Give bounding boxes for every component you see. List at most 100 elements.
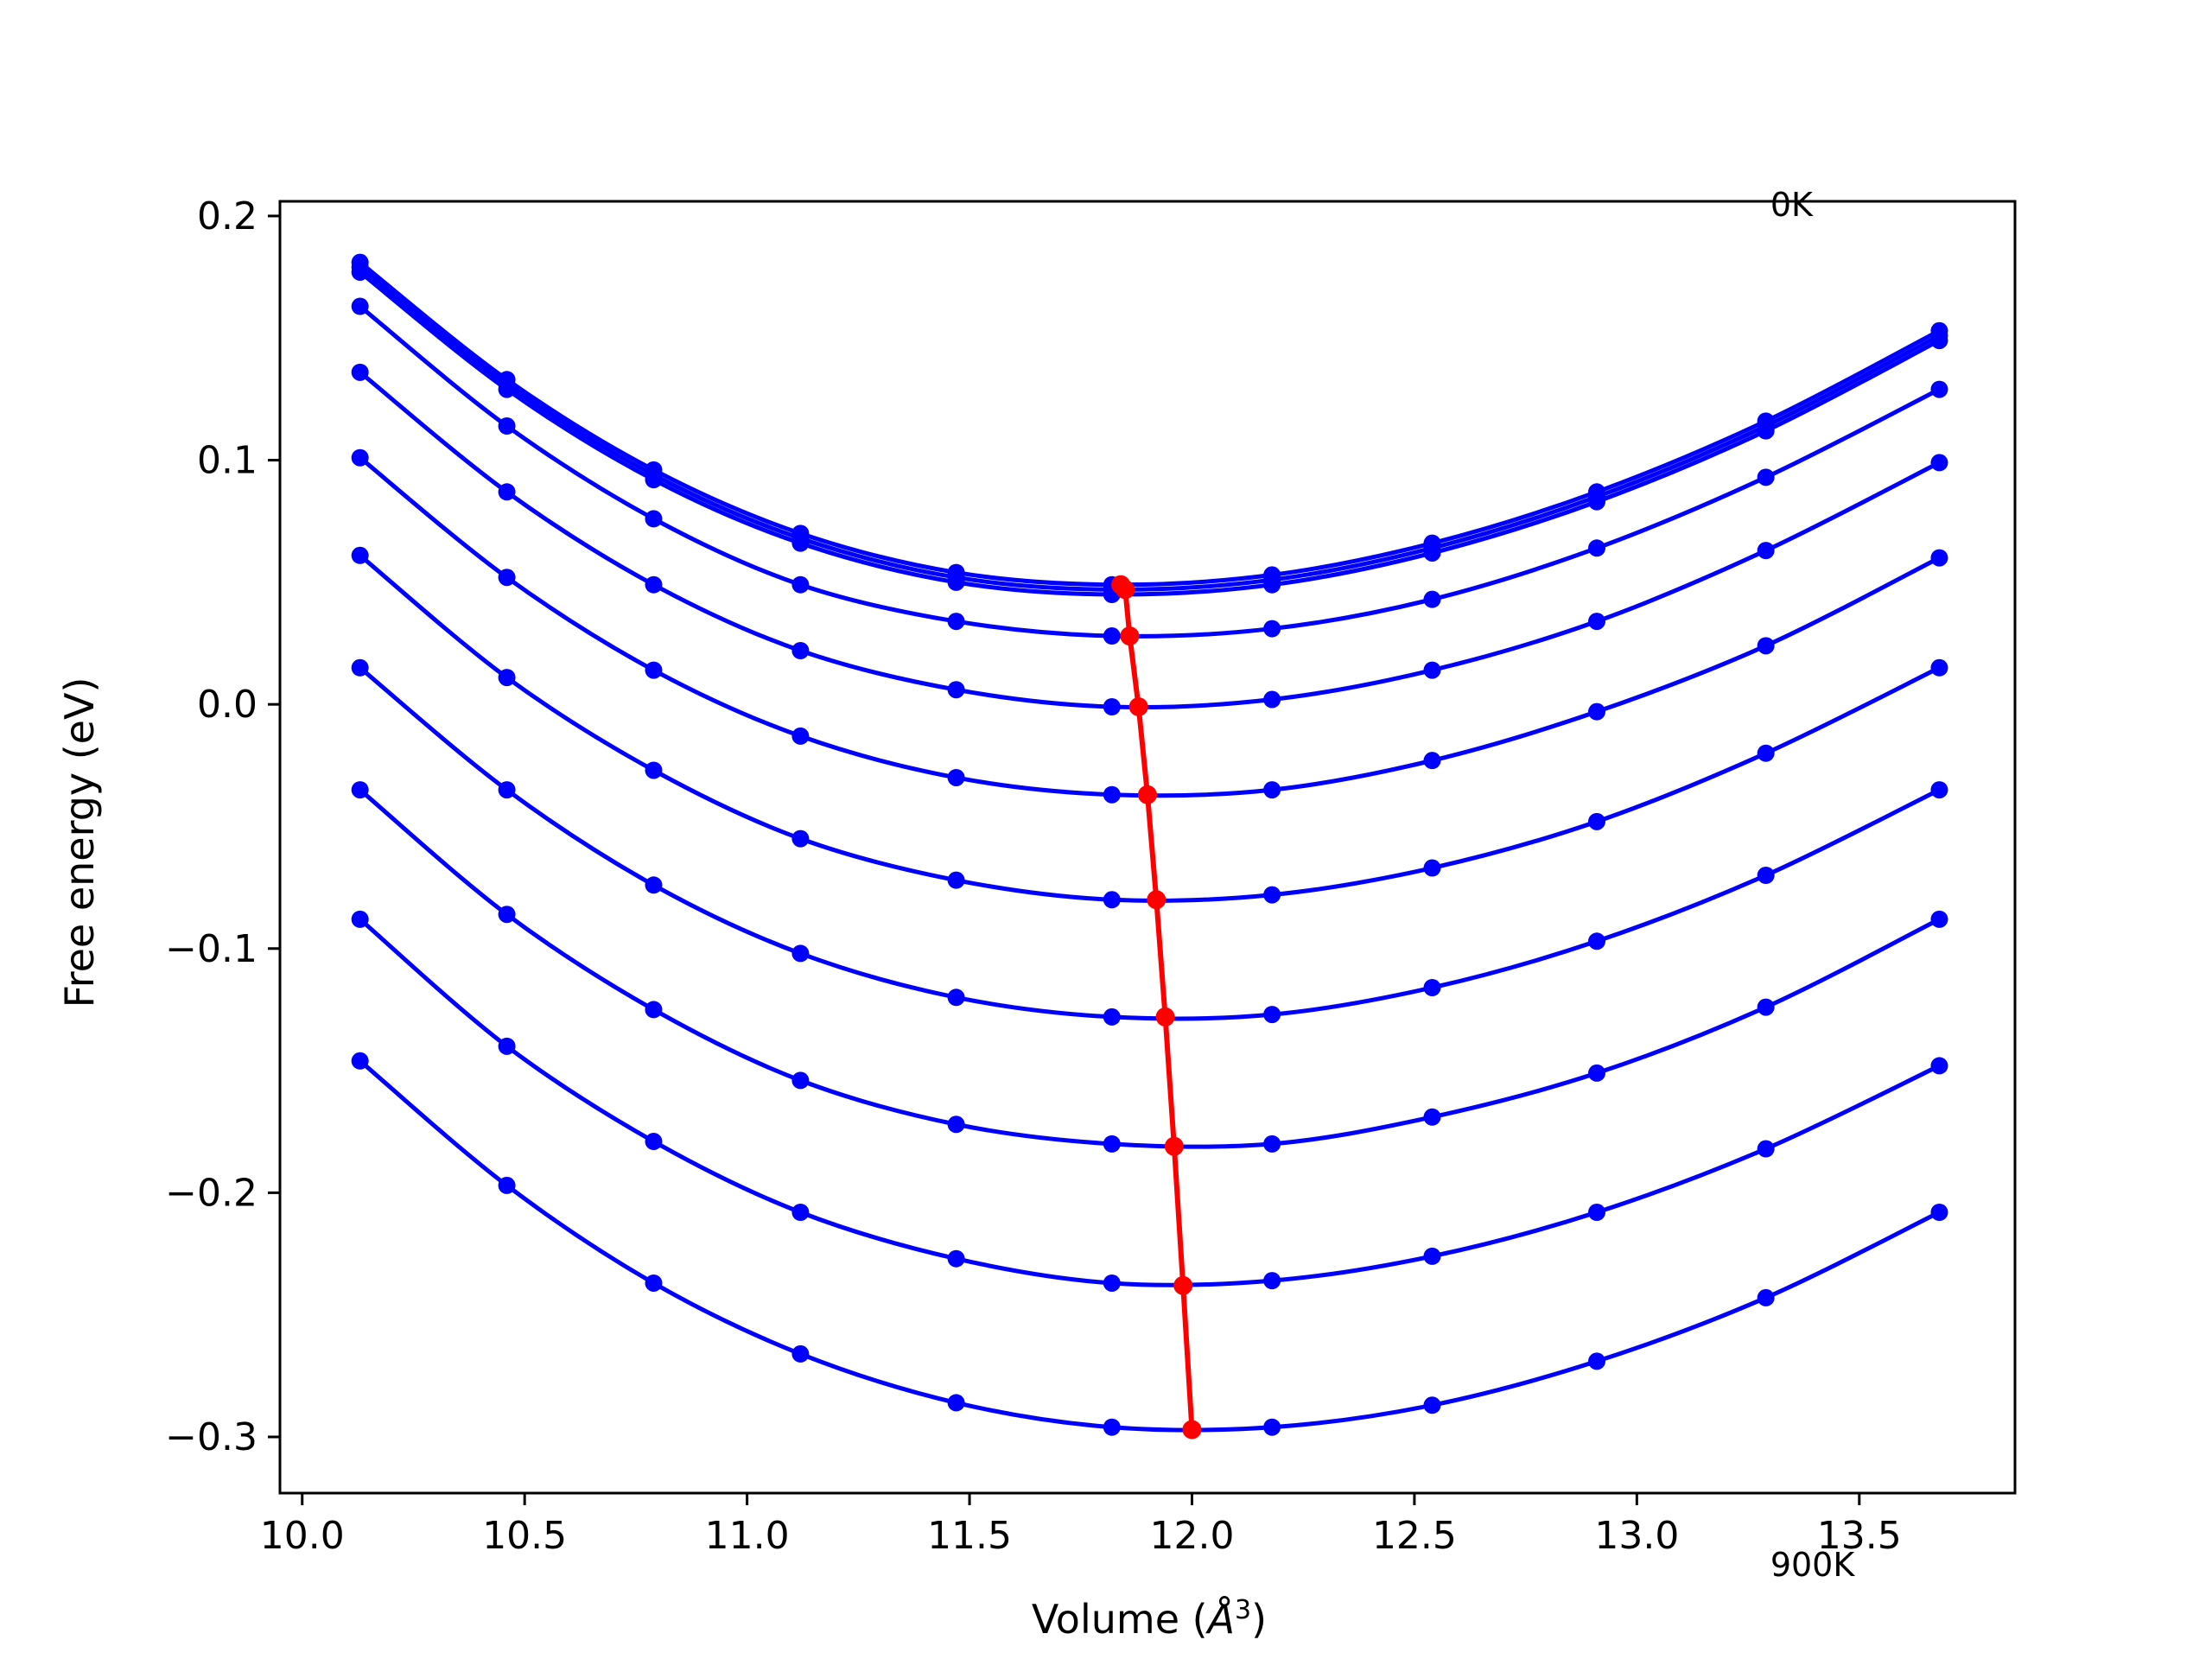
minima-layer <box>1111 575 1202 1440</box>
curve-5-point-4 <box>791 642 810 659</box>
curve-8-point-1 <box>351 658 369 677</box>
curve-3-point-5 <box>947 573 965 591</box>
x-tick-label: 11.0 <box>705 1514 790 1558</box>
curve-9-point-10 <box>1757 998 1775 1016</box>
curve-10-point-8 <box>1423 1247 1441 1265</box>
free-energy-curve-3 <box>359 270 1941 597</box>
curve-10-point-3 <box>645 1133 663 1151</box>
curve-10-point-10 <box>1757 1140 1775 1158</box>
curve-8-point-6 <box>1103 1007 1121 1026</box>
curve-4-point-6 <box>1103 627 1121 645</box>
curve-6-point-8 <box>1423 752 1441 770</box>
curve-9-point-8 <box>1423 1108 1441 1126</box>
free-energy-curve-6 <box>359 455 1941 798</box>
curve-7-point-3 <box>645 761 663 779</box>
minimum-point-6 <box>1147 890 1166 910</box>
curve-7-point-4 <box>791 830 810 848</box>
equilibrium-volume-line <box>1118 582 1195 1430</box>
curve-3-point-10 <box>1757 422 1775 440</box>
curve-7-point-2 <box>498 669 516 687</box>
curve-4-point-7 <box>1263 620 1281 638</box>
curve-7-point-10 <box>1757 744 1775 762</box>
curve-9-point-11 <box>1930 910 1948 928</box>
curve-3-point-1 <box>351 263 369 281</box>
y-tick-label: 0.2 <box>197 194 257 238</box>
curve-8-point-8 <box>1423 979 1441 996</box>
x-tick-label: 11.5 <box>927 1514 1012 1558</box>
curve-9-point-6 <box>1103 1135 1121 1153</box>
curve-6-point-2 <box>498 569 516 587</box>
curve-4-point-3 <box>645 510 663 528</box>
curve-6-point-6 <box>1103 785 1121 804</box>
curve-4-point-1 <box>351 297 369 315</box>
minimum-point-7 <box>1155 1007 1175 1027</box>
curve-7-point-1 <box>351 546 369 564</box>
minimum-point-9 <box>1173 1275 1193 1295</box>
curve-8-point-3 <box>645 876 663 894</box>
x-tick-label: 10.5 <box>482 1514 567 1558</box>
curve-6-point-4 <box>791 727 810 745</box>
x-tick-label: 13.0 <box>1594 1514 1679 1558</box>
free-energy-curve-5 <box>359 370 1941 710</box>
x-tick-label: 13.5 <box>1817 1514 1902 1558</box>
curve-5-point-7 <box>1263 690 1281 709</box>
minimum-point-2 <box>1116 580 1135 600</box>
curves-layer <box>351 253 1948 1436</box>
x-tick-label: 10.0 <box>260 1514 345 1558</box>
curve-6-point-3 <box>645 661 663 679</box>
curve-10-point-11 <box>1930 1057 1948 1075</box>
minimum-point-10 <box>1182 1420 1202 1440</box>
curve-5-point-1 <box>351 363 369 381</box>
curve-5-point-5 <box>947 681 965 699</box>
curve-4-point-11 <box>1930 380 1948 398</box>
curve-6-point-7 <box>1263 781 1281 799</box>
curve-7-point-6 <box>1103 891 1121 909</box>
curve-3-point-7 <box>1263 575 1281 594</box>
curve-3-point-8 <box>1423 543 1441 562</box>
curve-8-point-9 <box>1588 932 1606 950</box>
curve-4-point-4 <box>791 575 810 594</box>
curve-7-point-11 <box>1930 658 1948 677</box>
curve-11-point-2 <box>498 1176 516 1194</box>
curve-11-point-9 <box>1588 1352 1606 1370</box>
curve-11-point-8 <box>1423 1396 1441 1414</box>
x-axis-label: Volume (Å3) <box>1032 1595 1267 1643</box>
minimum-point-5 <box>1138 785 1157 804</box>
curve-6-point-9 <box>1588 702 1606 721</box>
curve-11-point-5 <box>947 1394 965 1412</box>
curve-11-point-7 <box>1263 1418 1281 1436</box>
curve-11-point-4 <box>791 1344 810 1363</box>
free-energy-curve-1 <box>359 260 1941 588</box>
free-energy-curve-2 <box>359 265 1941 592</box>
curve-5-point-11 <box>1930 454 1948 472</box>
curve-10-point-9 <box>1588 1204 1606 1221</box>
curve-7-point-9 <box>1588 812 1606 830</box>
curve-4-point-10 <box>1757 468 1775 486</box>
curve-10-point-2 <box>498 1037 516 1055</box>
curve-11-point-6 <box>1103 1418 1121 1436</box>
curve-10-point-4 <box>791 1204 810 1221</box>
curve-7-point-5 <box>947 871 965 889</box>
curve-7-point-8 <box>1423 859 1441 877</box>
y-axis-label: Free energy (eV) <box>56 677 103 1008</box>
minimum-point-4 <box>1128 697 1148 716</box>
minimum-point-8 <box>1164 1136 1184 1156</box>
temperature-annotation-2: 900K <box>1770 1546 1856 1584</box>
curve-9-point-1 <box>351 781 369 799</box>
curve-8-point-5 <box>947 988 965 1007</box>
curve-10-point-6 <box>1103 1274 1121 1292</box>
curve-3-point-4 <box>791 534 810 552</box>
curve-8-point-4 <box>791 944 810 963</box>
y-tick-label: 0.1 <box>197 439 257 483</box>
curve-9-point-4 <box>791 1071 810 1090</box>
curve-4-point-9 <box>1588 539 1606 557</box>
free-energy-curve-4 <box>359 304 1941 639</box>
curve-7-point-7 <box>1263 886 1281 904</box>
x-axis-ticks: 10.0 10.5 11.0 11.5 12.0 12.5 13.0 13.5 <box>260 1493 1902 1558</box>
curve-6-point-1 <box>351 448 369 467</box>
y-tick-label: −0.1 <box>165 927 257 971</box>
curve-5-point-8 <box>1423 661 1441 679</box>
curve-10-point-1 <box>351 910 369 928</box>
y-tick-label: −0.3 <box>165 1415 257 1459</box>
